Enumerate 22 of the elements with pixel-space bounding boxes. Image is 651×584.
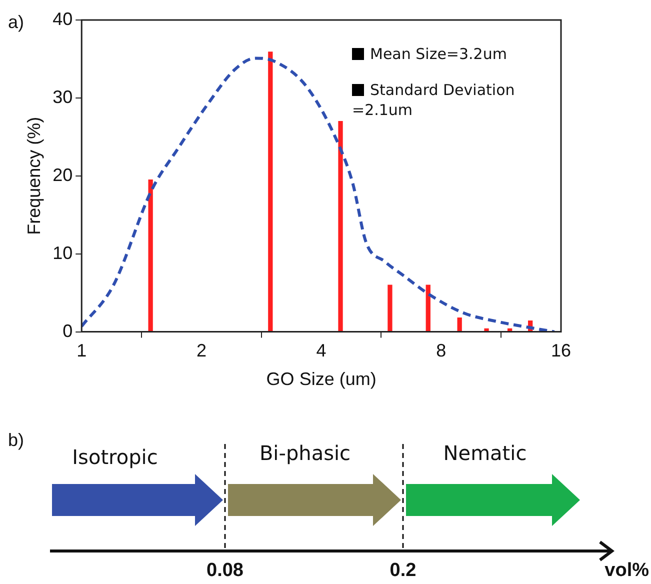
annotation: Standard Deviation =2.1um [352, 80, 516, 120]
x-tick-label: 4 [316, 340, 326, 361]
x-tick-label: 1 [76, 340, 87, 361]
y-tick-label: 40 [52, 8, 73, 29]
annotation: Mean Size=3.2um [369, 44, 508, 64]
y-axis-title: Frequency (%) [24, 116, 44, 235]
chart-title: a) [8, 12, 24, 33]
text: b) [8, 430, 24, 450]
y-tick-label: 10 [52, 242, 73, 263]
y-tick-label: 30 [52, 86, 73, 107]
x-tick-label: 16 [550, 340, 572, 361]
text: 0.08 [206, 560, 244, 581]
x-tick-label: 8 [436, 340, 446, 361]
y-tick-label: 0 [62, 320, 73, 341]
text: Bi-phasic [259, 441, 351, 465]
x-axis-title: GO Size (um) [266, 369, 376, 390]
y-tick-label: 20 [52, 164, 73, 185]
text: Nematic [443, 441, 527, 465]
text: vol% [604, 560, 650, 581]
text: Isotropic [72, 445, 158, 469]
text: 0.2 [390, 560, 416, 581]
x-tick-label: 2 [196, 340, 206, 361]
